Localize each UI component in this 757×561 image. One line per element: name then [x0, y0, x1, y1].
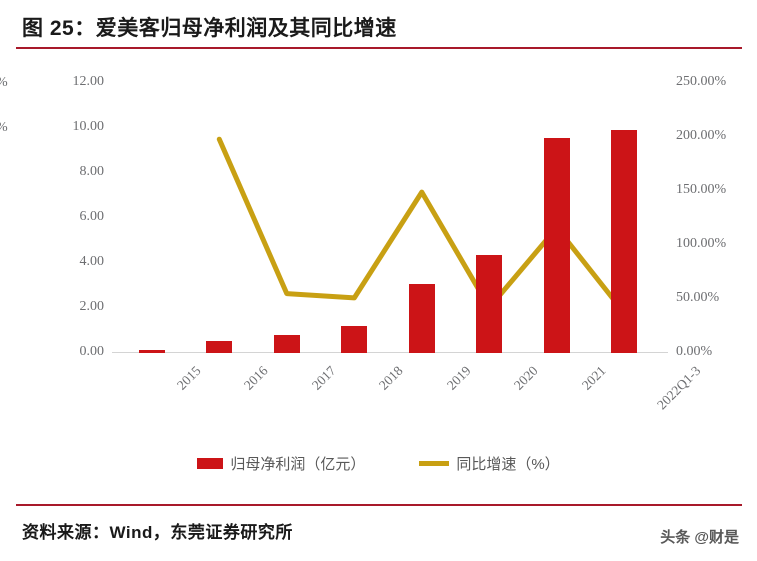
growth-rate-line-series	[216, 136, 627, 316]
legend-item-label: 归母净利润（亿元）	[230, 456, 366, 473]
y-axis-left-tick: 4.00	[79, 254, 105, 269]
x-axis-baseline	[112, 352, 668, 353]
clipped-percent-label-top: %	[0, 75, 8, 91]
clipped-percent-label-second: %	[0, 120, 8, 136]
bar-2015	[138, 350, 165, 353]
legend-line-swatch-icon	[419, 461, 450, 466]
y-axis-left-tick: 0.00	[79, 344, 105, 359]
bar-2022Q1-3	[611, 130, 638, 353]
legend-bar-swatch-icon	[197, 458, 224, 469]
legend-item-label: 同比增速（%）	[456, 456, 560, 473]
y-axis-left-tick: 2.00	[79, 299, 105, 314]
y-axis-left-tick: 12.00	[72, 74, 105, 89]
y-axis-right-tick: 250.00%	[676, 74, 727, 89]
plot-area: 2015 2016 2017 2018 2019 2020 2021 2022Q1-3	[118, 55, 704, 415]
page-title: 图 25：爱美客归母净利润及其同比增速	[22, 17, 397, 40]
bar-2018	[341, 325, 368, 353]
footer-divider	[16, 504, 742, 506]
bar-2020	[476, 255, 503, 353]
title-divider	[16, 47, 742, 49]
y-axis-right-tick: 0.00%	[676, 344, 713, 359]
y-axis-left-tick: 8.00	[79, 164, 105, 179]
chart-legend: 归母净利润（亿元） 同比增速（%）	[0, 453, 757, 474]
y-axis-left-tick: 6.00	[79, 209, 105, 224]
bar-2017	[273, 335, 300, 353]
x-axis-tick-2022Q1-3: 2022Q1-3	[654, 363, 704, 413]
bar-2016	[206, 340, 233, 353]
y-axis-right-tick: 150.00%	[676, 182, 727, 197]
y-axis-left-tick: 10.00	[72, 119, 105, 134]
bar-2019	[408, 284, 435, 353]
watermark: 头条 @财是	[660, 529, 739, 546]
bar-2021	[543, 137, 570, 353]
legend-item-profit: 归母净利润（亿元）	[197, 453, 365, 474]
y-axis-right-tick: 50.00%	[676, 290, 720, 305]
y-axis-right-tick: 100.00%	[676, 236, 727, 251]
source-note: 资料来源：Wind，东莞证券研究所	[22, 523, 293, 542]
y-axis-right-tick: 200.00%	[676, 128, 727, 143]
chart-container: % % 12.00 10.00 8.00 6.00 4.00 2.00 0.00…	[0, 55, 757, 500]
legend-item-growth: 同比增速（%）	[419, 453, 560, 474]
